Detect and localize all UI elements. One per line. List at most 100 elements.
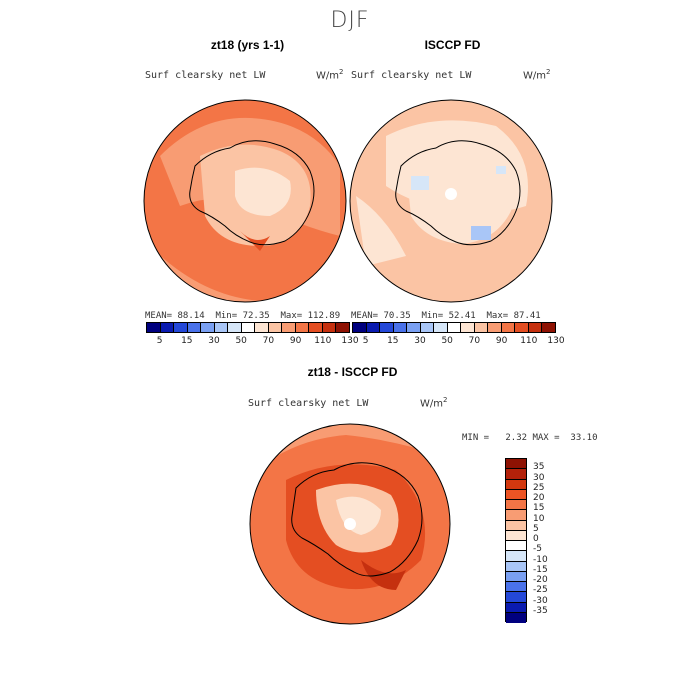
right-polar-map [349,99,553,303]
colorbar-swatch [201,323,215,332]
left-polar-map [143,99,347,303]
colorbar-swatch [380,323,394,332]
colorbar-swatch [506,510,526,521]
colorbar-swatch [506,571,526,582]
colorbar-swatch [506,520,526,531]
right-antarctica-coastline [395,140,521,246]
right-colorbar-ticks: 5 15 30 50 70 90 110 130 [352,336,565,348]
colorbar-tick-label: -30 [533,595,548,606]
diff-antarctica-coastline [291,462,423,577]
left-stats: MEAN= 88.14 Min= 72.35 Max= 112.89 [145,311,341,321]
colorbar-tick-label: 110 [520,336,538,346]
colorbar-tick-label: 50 [235,336,247,346]
colorbar-tick-label: 10 [533,513,545,524]
colorbar-swatch [268,323,283,332]
colorbar-tick-label: 25 [533,482,545,493]
colorbar-tick-label: 90 [495,336,508,346]
colorbar-tick-label: 20 [533,493,545,503]
colorbar-tick-label: 15 [533,503,545,514]
colorbar-swatch [506,602,526,613]
colorbar-swatch [393,323,408,332]
diff-unit-label: W/m2 [420,396,448,410]
colorbar-swatch [461,323,475,332]
colorbar-tick-label: 130 [341,336,359,346]
left-colorbar [146,322,350,333]
colorbar-tick-label: 30 [208,336,220,346]
left-panel-title: zt18 (yrs 1-1) [210,38,285,52]
colorbar-tick-label: 5 [533,523,539,534]
colorbar-swatch [353,323,367,332]
colorbar-tick-label: 35 [533,462,545,473]
colorbar-swatch [506,469,526,480]
colorbar-tick-label: -25 [533,585,548,596]
colorbar-swatch [506,530,526,541]
colorbar-swatch [506,500,526,511]
colorbar-swatch [542,323,555,332]
colorbar-swatch [282,323,296,332]
diff-stats: MIN = 2.32 MAX = 33.10 [462,433,598,443]
colorbar-swatch [501,323,516,332]
colorbar-tick-label: 30 [533,472,545,483]
colorbar-swatch [488,323,502,332]
colorbar-swatch [322,323,337,332]
diff-polar-map [249,423,451,625]
colorbar-tick-label: 130 [547,336,565,346]
colorbar-swatch [515,323,529,332]
colorbar-swatch [228,323,242,332]
colorbar-swatch [214,323,229,332]
colorbar-tick-label: 110 [314,336,332,346]
colorbar-swatch [366,323,381,332]
colorbar-swatch [295,323,310,332]
colorbar-swatch [255,323,269,332]
colorbar-tick-label: 70 [262,336,275,346]
colorbar-swatch [528,323,543,332]
colorbar-swatch [506,592,526,603]
colorbar-swatch [336,323,349,332]
colorbar-swatch [407,323,421,332]
right-stats: MEAN= 70.35 Min= 52.41 Max= 87.41 [351,311,541,321]
colorbar-swatch [506,612,526,623]
colorbar-tick-label: 0 [533,534,539,544]
colorbar-swatch [506,551,526,562]
diff-panel-title: zt18 - ISCCP FD [307,365,398,379]
colorbar-swatch [506,582,526,593]
left-variable-label: Surf clearsky net LW [145,70,266,81]
right-variable-label: Surf clearsky net LW [351,70,472,81]
right-panel-title: ISCCP FD [424,38,481,52]
colorbar-swatch [187,323,202,332]
colorbar-tick-label: -20 [533,575,548,585]
figure-title: DJF [330,8,370,33]
right-unit-label: W/m2 [523,68,551,82]
diff-colorbar-ticks: 35 30 25 20 15 10 5 0 -5 -10 -15 -20 -25 -30 -35 [533,458,573,620]
colorbar-swatch [147,323,161,332]
colorbar-tick-label: -10 [533,554,548,565]
colorbar-tick-label: 70 [468,336,481,346]
colorbar-tick-label: -35 [533,605,548,616]
colorbar-swatch [447,323,462,332]
colorbar-swatch [506,459,526,470]
colorbar-tick-label: 30 [414,336,426,346]
left-colorbar-ticks: 5 15 30 50 70 90 110 130 [146,336,359,348]
colorbar-swatch [309,323,323,332]
colorbar-swatch [434,323,448,332]
colorbar-swatch [506,489,526,500]
colorbar-swatch [160,323,175,332]
diff-variable-label: Surf clearsky net LW [248,398,369,409]
colorbar-swatch [506,541,526,552]
colorbar-swatch [241,323,256,332]
colorbar-tick-label: 90 [289,336,302,346]
colorbar-tick-label: 5 [362,336,369,346]
colorbar-tick-label: 5 [156,336,163,346]
colorbar-tick-label: 15 [181,336,193,346]
left-antarctica-coastline [189,140,315,246]
colorbar-tick-label: -15 [533,564,548,575]
colorbar-swatch [174,323,188,332]
diff-colorbar [505,458,527,623]
colorbar-swatch [474,323,489,332]
colorbar-swatch [506,561,526,572]
colorbar-tick-label: 15 [387,336,399,346]
colorbar-tick-label: -5 [533,544,542,555]
colorbar-swatch [506,479,526,490]
right-colorbar [352,322,556,333]
left-unit-label: W/m2 [316,68,344,82]
